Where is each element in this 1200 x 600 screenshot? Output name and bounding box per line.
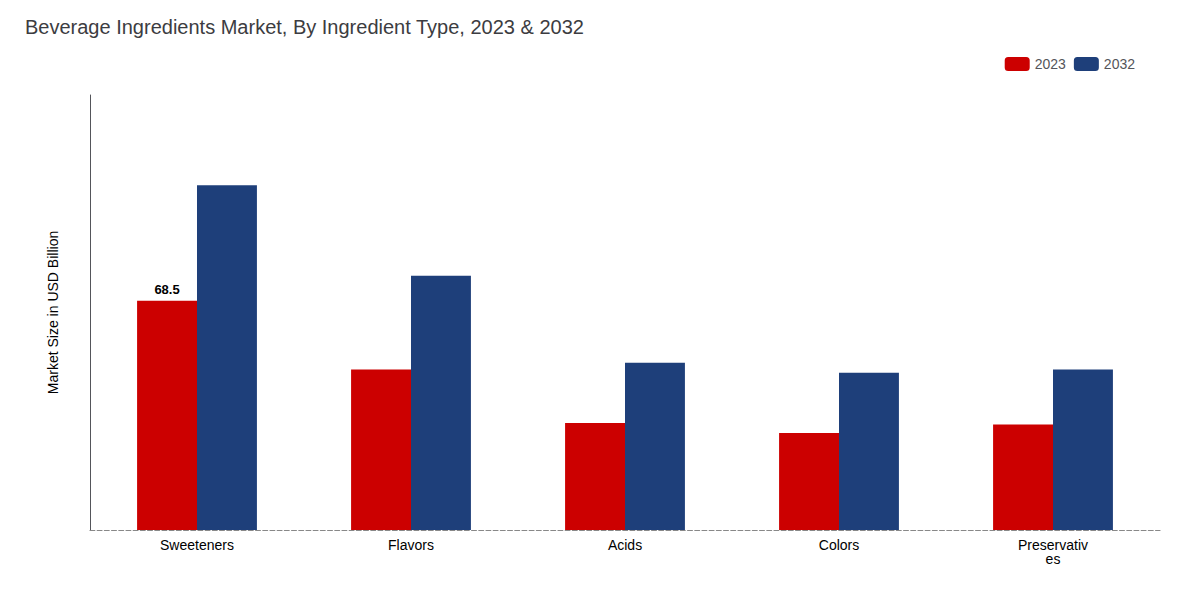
svg-text:es: es	[1046, 551, 1061, 567]
svg-text:Flavors: Flavors	[388, 537, 434, 553]
svg-text:Sweeteners: Sweeteners	[160, 537, 234, 553]
svg-text:Colors: Colors	[819, 537, 859, 553]
svg-text:Acids: Acids	[608, 537, 642, 553]
svg-text:2032: 2032	[1104, 56, 1135, 72]
svg-text:Market Size in USD Billion: Market Size in USD Billion	[45, 231, 61, 394]
svg-text:2023: 2023	[1035, 56, 1066, 72]
svg-text:Beverage Ingredients Market, B: Beverage Ingredients Market, By Ingredie…	[25, 16, 584, 38]
svg-text:Preservativ: Preservativ	[1018, 537, 1088, 553]
svg-text:68.5: 68.5	[154, 282, 179, 297]
